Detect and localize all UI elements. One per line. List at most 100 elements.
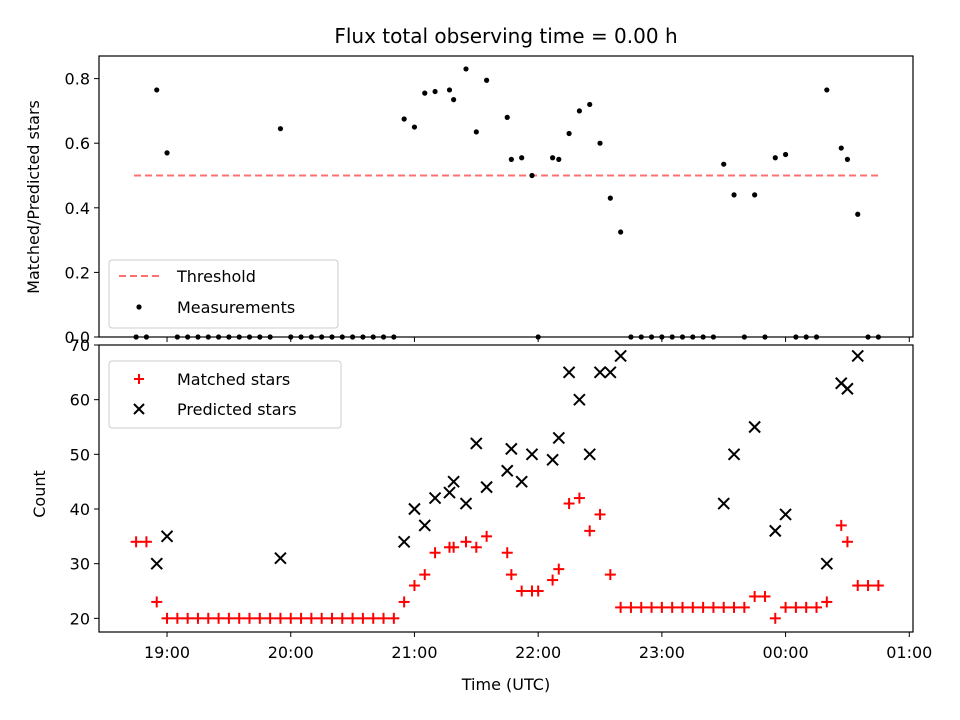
matched-star-point (264, 612, 276, 624)
predicted-star-point (779, 508, 792, 521)
measurement-point (838, 145, 844, 151)
ratio-x-axis-ticks (166, 337, 910, 342)
matched-star-point (707, 601, 719, 613)
matched-star-point (697, 601, 709, 613)
matched-star-point (872, 580, 884, 592)
matched-star-point (388, 612, 400, 624)
time-x-tick-label: 23:00 (639, 643, 685, 662)
measurement-point (164, 150, 170, 156)
measurement-point (752, 192, 758, 198)
matched-stars-legend-swatch (134, 374, 144, 384)
matched-star-point (151, 596, 163, 608)
measurement-point (451, 97, 457, 103)
predicted-stars-legend-swatch (133, 403, 145, 415)
time-x-tick-label: 21:00 (391, 643, 437, 662)
predicted-star-point (150, 557, 163, 570)
count-y-tick-label: 40 (70, 500, 90, 519)
matched-star-point (759, 590, 771, 602)
matched-star-point (780, 601, 792, 613)
matched-star-point (594, 508, 606, 520)
count-y-tick-label: 50 (70, 445, 90, 464)
matched-star-point (811, 601, 823, 613)
matched-star-point (841, 536, 853, 548)
matched-star-point (223, 612, 235, 624)
matched-star-point (584, 525, 596, 537)
predicted-star-point (851, 349, 864, 363)
matched-star-point (202, 612, 214, 624)
count-y-axis: 20 30 40 50 60 70 (70, 336, 99, 628)
measurement-point (504, 114, 510, 120)
predicted-star-point (583, 448, 596, 461)
predicted-star-point (418, 519, 431, 532)
ratio-legend-box (108, 259, 339, 329)
measurement-point (401, 116, 407, 122)
matched-star-point (254, 612, 266, 624)
predicted-star-point (552, 431, 565, 445)
matched-star-point (336, 612, 348, 624)
time-x-tick-label: 19:00 (144, 643, 190, 662)
ratio-plot-panel: 0.00.20.40.60.8 Matched/Predicted stars … (24, 55, 914, 347)
count-y-tick-label: 70 (70, 336, 90, 355)
count-y-axis-title: Count (30, 470, 49, 518)
measurement-point (772, 155, 778, 161)
matched-star-point (233, 612, 245, 624)
matched-star-point (274, 612, 286, 624)
matched-star-point (357, 612, 369, 624)
measurement-point (576, 108, 583, 114)
matched-star-point (547, 574, 559, 586)
matched-star-point (769, 612, 781, 624)
measurement-point (824, 87, 830, 93)
time-x-tick-label: 20:00 (268, 643, 314, 662)
predicted-star-point (480, 480, 493, 494)
matched-star-point (347, 612, 359, 624)
matched-star-point (625, 601, 637, 613)
predicted-star-point (428, 491, 442, 505)
time-x-axis: 19:00 20:00 21:00 22:00 23:00 00:00 01:00 (144, 632, 932, 662)
predicted-star-point (408, 502, 421, 516)
predicted-star-point (501, 464, 514, 477)
matched-star-point (615, 601, 627, 613)
measurement-point (566, 130, 572, 137)
measurement-point (463, 66, 469, 72)
ratio-y-tick-label: 0.8 (65, 70, 90, 89)
matched-star-point (448, 541, 460, 553)
predicted-star-point (614, 349, 627, 363)
measurement-point (432, 88, 438, 95)
matched-star-point (161, 612, 173, 624)
matched-star-point (285, 612, 297, 624)
measurement-point (446, 87, 453, 93)
matched-star-point (316, 612, 328, 624)
ratio-legend: Threshold Measurements (108, 259, 339, 329)
measurement-point (484, 77, 490, 83)
ratio-y-tick-label: 0.2 (65, 263, 90, 282)
matched-star-point (604, 569, 616, 581)
measurements-legend-label: Measurements (177, 298, 295, 317)
ratio-y-tick-label: 0.6 (65, 134, 90, 153)
predicted-star-point (604, 366, 617, 379)
measurement-point (529, 172, 535, 179)
measurement-point (508, 156, 514, 162)
matched-star-point (295, 612, 307, 624)
matched-star-point (738, 601, 750, 613)
matched-star-point (728, 601, 740, 613)
predicted-stars-legend-label: Predicted stars (177, 400, 297, 419)
measurement-point (731, 192, 737, 198)
matched-star-point (563, 498, 575, 510)
predicted-star-point (769, 524, 782, 538)
matched-star-point (429, 547, 441, 559)
chart-title: Flux total observing time = 0.00 h (334, 24, 677, 48)
matched-star-point (635, 601, 647, 613)
matched-star-point (532, 585, 544, 597)
time-x-tick-label: 22:00 (515, 643, 561, 662)
matched-star-point (800, 601, 812, 613)
ratio-y-tick-label: 0.0 (65, 328, 90, 347)
matched-star-point (182, 612, 194, 624)
ratio-plot-frame (98, 55, 914, 338)
measurement-point (549, 155, 556, 161)
count-legend-box (108, 360, 342, 429)
predicted-star-point (515, 475, 528, 488)
measurement-point (154, 87, 160, 93)
matched-star-point (505, 569, 517, 581)
matched-star-point (305, 612, 317, 624)
measurement-point (721, 161, 727, 167)
